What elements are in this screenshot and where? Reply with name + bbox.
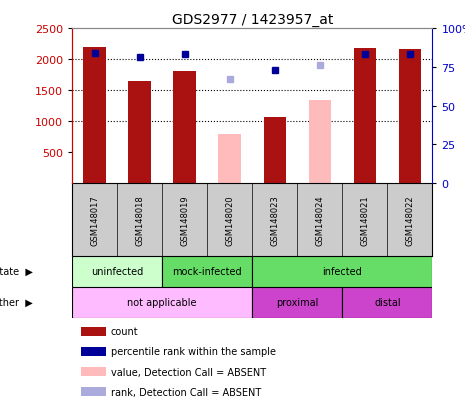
Bar <box>83 48 106 184</box>
Text: mock-infected: mock-infected <box>173 266 242 277</box>
Text: distal: distal <box>374 297 401 308</box>
Text: GSM148022: GSM148022 <box>405 195 414 245</box>
Bar <box>173 72 196 184</box>
Bar <box>399 50 421 184</box>
Text: not applicable: not applicable <box>127 297 197 308</box>
Bar <box>72 256 162 287</box>
Text: uninfected: uninfected <box>91 266 143 277</box>
Bar <box>252 256 432 287</box>
Text: infected: infected <box>323 266 362 277</box>
Bar <box>81 368 106 376</box>
Text: disease state  ▶: disease state ▶ <box>0 266 33 277</box>
Bar <box>342 287 432 318</box>
Text: GSM148024: GSM148024 <box>315 195 324 245</box>
Text: other  ▶: other ▶ <box>0 297 33 308</box>
Text: value, Detection Call = ABSENT: value, Detection Call = ABSENT <box>111 367 266 377</box>
Text: percentile rank within the sample: percentile rank within the sample <box>111 347 276 356</box>
Bar <box>72 287 252 318</box>
Bar <box>219 135 241 184</box>
Bar <box>353 50 376 184</box>
Text: GSM148023: GSM148023 <box>270 195 279 245</box>
Text: proximal: proximal <box>276 297 319 308</box>
Bar <box>81 387 106 396</box>
Text: GSM148017: GSM148017 <box>90 195 99 245</box>
Text: rank, Detection Call = ABSENT: rank, Detection Call = ABSENT <box>111 387 261 396</box>
Text: GSM148019: GSM148019 <box>180 195 189 245</box>
Bar <box>81 348 106 356</box>
Bar <box>81 328 106 336</box>
Text: GSM148018: GSM148018 <box>135 195 144 245</box>
Text: count: count <box>111 327 138 337</box>
Bar <box>162 256 252 287</box>
Text: GSM148020: GSM148020 <box>225 195 234 245</box>
Bar <box>264 118 286 184</box>
Bar <box>128 82 151 184</box>
Bar <box>252 287 342 318</box>
Text: GSM148021: GSM148021 <box>360 195 369 245</box>
Bar <box>309 101 331 184</box>
Title: GDS2977 / 1423957_at: GDS2977 / 1423957_at <box>172 12 333 26</box>
